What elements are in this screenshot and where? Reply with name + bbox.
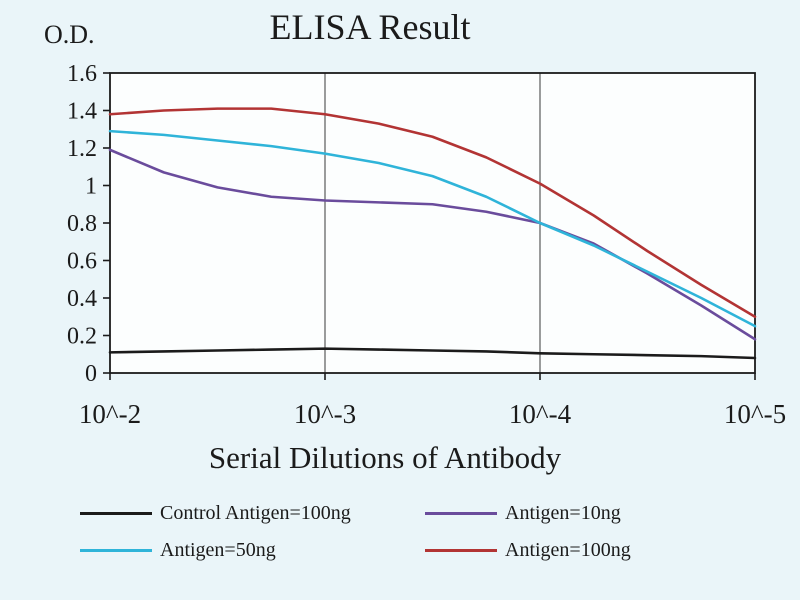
legend-line-swatch (425, 549, 497, 552)
x-tick-label: 10^-5 (724, 399, 786, 429)
legend-label: Antigen=100ng (505, 539, 631, 561)
plot-area (110, 73, 755, 373)
series-line (108, 347, 757, 360)
legend-label: Antigen=10ng (505, 502, 621, 524)
series-line (108, 129, 757, 328)
y-tick-label: 1.2 (67, 136, 97, 162)
legend-item: Antigen=10ng (425, 502, 730, 525)
y-tick-label: 1.6 (67, 61, 97, 87)
plot-frame (109, 72, 756, 374)
legend-label: Control Antigen=100ng (160, 502, 351, 524)
y-tick-label: 0.2 (67, 324, 97, 350)
x-axis-title: Serial Dilutions of Antibody (208, 440, 562, 475)
legend-item: Antigen=100ng (425, 539, 730, 562)
legend-item: Control Antigen=100ng (80, 502, 385, 525)
y-axis-title: O.D. (44, 20, 95, 49)
legend-line-swatch (80, 512, 152, 515)
series-line (108, 107, 757, 319)
chart-title: ELISA Result (269, 7, 471, 47)
y-tick-label: 1.4 (67, 99, 97, 125)
legend-label: Antigen=50ng (160, 539, 276, 561)
y-tick-label: 0 (85, 361, 97, 387)
series-line (108, 148, 757, 341)
x-tick-label: 10^-4 (509, 399, 572, 429)
legend-line-swatch (80, 549, 152, 552)
x-tick-label: 10^-2 (79, 399, 141, 429)
legend-item: Antigen=50ng (80, 539, 385, 562)
elisa-line-chart: 10^-2 10^-3 10^-4 10^-5 0 0.2 0.4 0.6 0.8 1 1.2 1.4… (67, 61, 786, 429)
legend-line-swatch (425, 512, 497, 515)
y-tick-label: 0.4 (67, 286, 97, 312)
y-tick-label: 1 (85, 174, 97, 200)
y-tick-label: 0.8 (67, 211, 97, 237)
y-tick-label: 0.6 (67, 249, 97, 275)
legend: Control Antigen=100ng Antigen=10ng Antigen… (80, 502, 730, 562)
x-tick-label: 10^-3 (294, 399, 356, 429)
